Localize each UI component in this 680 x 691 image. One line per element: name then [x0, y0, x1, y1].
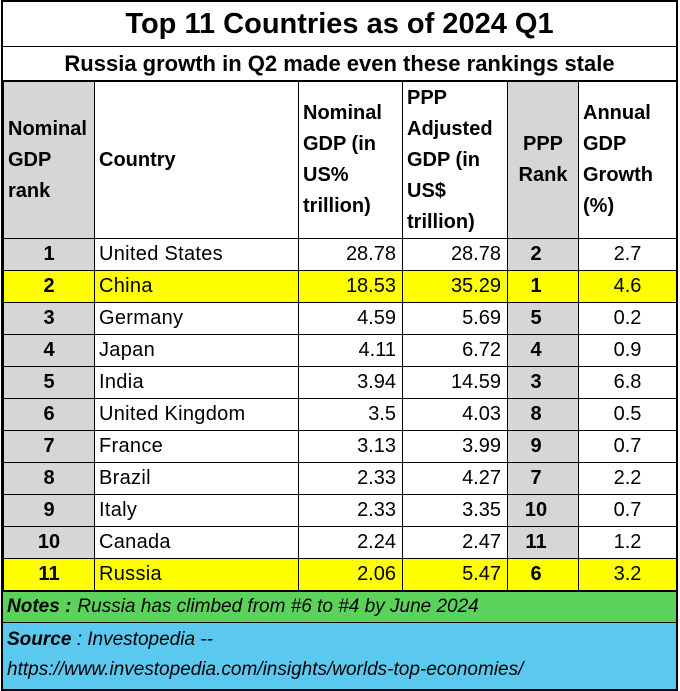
cell-country: France	[94, 430, 299, 463]
cell-country: China	[94, 270, 299, 303]
header-nominal-gdp: Nominal GDP (in US% trillion)	[298, 81, 403, 239]
table-row: 8 Brazil 2.33 4.27 7 2.2	[3, 462, 677, 495]
table-header-row: Nominal GDP rank Country Nominal GDP (in…	[3, 81, 677, 239]
table-row: 11 Russia 2.06 5.47 6 3.2	[3, 558, 677, 591]
cell-ppp-rank: 3	[507, 366, 579, 399]
cell-country: India	[94, 366, 299, 399]
cell-ppp-rank: 6	[507, 558, 579, 591]
cell-growth: 3.2	[578, 558, 677, 591]
table-row: 9 Italy 2.33 3.35 10 0.7	[3, 494, 677, 527]
cell-nominal-rank: 5	[3, 366, 95, 399]
cell-nominal-gdp: 3.5	[298, 398, 403, 431]
cell-ppp-gdp: 5.69	[402, 302, 508, 335]
cell-country: Canada	[94, 526, 299, 559]
cell-growth: 0.7	[578, 430, 677, 463]
cell-country: Germany	[94, 302, 299, 335]
cell-ppp-gdp: 3.35	[402, 494, 508, 527]
table-row: 7 France 3.13 3.99 9 0.7	[3, 430, 677, 463]
cell-ppp-gdp: 14.59	[402, 366, 508, 399]
table-row: 6 United Kingdom 3.5 4.03 8 0.5	[3, 398, 677, 431]
cell-nominal-rank: 4	[3, 334, 95, 367]
cell-country: Brazil	[94, 462, 299, 495]
cell-ppp-rank: 7	[507, 462, 579, 495]
table-row: 4 Japan 4.11 6.72 4 0.9	[3, 334, 677, 367]
cell-nominal-rank: 3	[3, 302, 95, 335]
notes-label: Notes :	[7, 596, 72, 617]
table-row: 1 United States 28.78 28.78 2 2.7	[3, 238, 677, 271]
cell-growth: 0.2	[578, 302, 677, 335]
cell-nominal-gdp: 4.59	[298, 302, 403, 335]
cell-country: United States	[94, 238, 299, 271]
cell-growth: 0.9	[578, 334, 677, 367]
cell-nominal-gdp: 2.33	[298, 462, 403, 495]
cell-growth: 2.2	[578, 462, 677, 495]
header-ppp-gdp: PPP Adjusted GDP (in US$ trillion)	[402, 81, 508, 239]
cell-country: Russia	[94, 558, 299, 591]
cell-ppp-gdp: 28.78	[402, 238, 508, 271]
cell-nominal-gdp: 28.78	[298, 238, 403, 271]
cell-ppp-rank: 8	[507, 398, 579, 431]
cell-nominal-gdp: 4.11	[298, 334, 403, 367]
table-row: 3 Germany 4.59 5.69 5 0.2	[3, 302, 677, 335]
cell-ppp-gdp: 2.47	[402, 526, 508, 559]
header-ppp-rank: PPP Rank	[507, 81, 579, 239]
cell-nominal-rank: 7	[3, 430, 95, 463]
cell-country: Italy	[94, 494, 299, 527]
gdp-table: Nominal GDP rank Country Nominal GDP (in…	[3, 81, 677, 591]
page-title: Top 11 Countries as of 2024 Q1	[3, 2, 676, 47]
cell-nominal-rank: 9	[3, 494, 95, 527]
cell-ppp-rank: 11	[507, 526, 579, 559]
table-row: 2 China 18.53 35.29 1 4.6	[3, 270, 677, 303]
cell-country: United Kingdom	[94, 398, 299, 431]
cell-ppp-gdp: 4.03	[402, 398, 508, 431]
page-subtitle: Russia growth in Q2 made even these rank…	[3, 47, 676, 81]
cell-nominal-gdp: 3.94	[298, 366, 403, 399]
cell-nominal-gdp: 18.53	[298, 270, 403, 303]
cell-nominal-gdp: 3.13	[298, 430, 403, 463]
cell-ppp-rank: 1	[507, 270, 579, 303]
cell-nominal-rank: 8	[3, 462, 95, 495]
cell-nominal-gdp: 2.33	[298, 494, 403, 527]
cell-nominal-gdp: 2.06	[298, 558, 403, 591]
cell-nominal-rank: 10	[3, 526, 95, 559]
header-nominal-rank: Nominal GDP rank	[3, 81, 95, 239]
notes-text: Russia has climbed from #6 to #4 by June…	[77, 596, 479, 617]
cell-nominal-rank: 6	[3, 398, 95, 431]
source-label: Source	[7, 629, 72, 650]
cell-country: Japan	[94, 334, 299, 367]
cell-ppp-gdp: 5.47	[402, 558, 508, 591]
cell-growth: 4.6	[578, 270, 677, 303]
table-row: 5 India 3.94 14.59 3 6.8	[3, 366, 677, 399]
cell-growth: 0.7	[578, 494, 677, 527]
cell-ppp-rank: 2	[507, 238, 579, 271]
table-body: 1 United States 28.78 28.78 2 2.7 2 China 18.53 3…	[3, 238, 677, 591]
cell-ppp-gdp: 3.99	[402, 430, 508, 463]
source-url[interactable]: https://www.investopedia.com/insights/wo…	[7, 659, 524, 680]
cell-ppp-rank: 5	[507, 302, 579, 335]
cell-nominal-rank: 11	[3, 558, 95, 591]
cell-nominal-gdp: 2.24	[298, 526, 403, 559]
cell-ppp-gdp: 4.27	[402, 462, 508, 495]
cell-ppp-gdp: 6.72	[402, 334, 508, 367]
cell-growth: 2.7	[578, 238, 677, 271]
cell-nominal-rank: 2	[3, 270, 95, 303]
source-text: : Investopedia --	[76, 629, 213, 650]
cell-ppp-rank: 9	[507, 430, 579, 463]
cell-growth: 1.2	[578, 526, 677, 559]
cell-ppp-rank: 10	[507, 494, 579, 527]
header-growth: Annual GDP Growth (%)	[578, 81, 677, 239]
header-country: Country	[94, 81, 299, 239]
cell-nominal-rank: 1	[3, 238, 95, 271]
notes-bar: Notes : Russia has climbed from #6 to #4…	[3, 591, 676, 623]
cell-growth: 6.8	[578, 366, 677, 399]
source-box: Source : Investopedia -- https://www.inv…	[3, 623, 676, 689]
table-row: 10 Canada 2.24 2.47 11 1.2	[3, 526, 677, 559]
cell-ppp-rank: 4	[507, 334, 579, 367]
cell-ppp-gdp: 35.29	[402, 270, 508, 303]
cell-growth: 0.5	[578, 398, 677, 431]
